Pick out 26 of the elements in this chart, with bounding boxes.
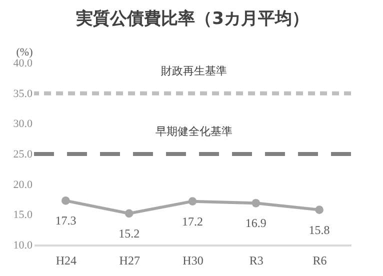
y-tick-label: 10.0	[13, 240, 33, 252]
y-tick-label: 25.0	[13, 148, 33, 160]
x-tick-label: H27	[119, 254, 140, 268]
point	[124, 209, 134, 218]
data-label: 17.3	[55, 214, 76, 228]
point	[62, 196, 70, 205]
point	[188, 197, 197, 206]
data-label: 17.2	[182, 214, 203, 228]
ref-line-label: 財政再生基準	[161, 64, 227, 78]
y-axis-title: (%)	[16, 46, 34, 58]
x-tick-label: H24	[56, 254, 77, 268]
point	[315, 206, 324, 214]
chart-title: 実質公債費比率（3カ月平均）	[75, 9, 309, 29]
x-tick-label: R6	[312, 254, 327, 268]
x-tick-label: H30	[182, 254, 204, 268]
x-tick-label: R3	[249, 254, 264, 268]
y-tick-label: 15.0	[13, 209, 33, 222]
data-label: 15.2	[118, 226, 140, 240]
y-tick-label: 30.0	[13, 118, 33, 130]
data-label: 15.8	[308, 222, 330, 237]
point	[252, 198, 260, 208]
y-tick-label: 20.0	[13, 178, 33, 191]
data-label: 16.9	[245, 216, 266, 230]
y-tick-label: 40.0	[13, 58, 33, 70]
ref-line-label: 早期健全化基準	[156, 125, 232, 138]
y-tick-label: 35.0	[13, 88, 33, 100]
